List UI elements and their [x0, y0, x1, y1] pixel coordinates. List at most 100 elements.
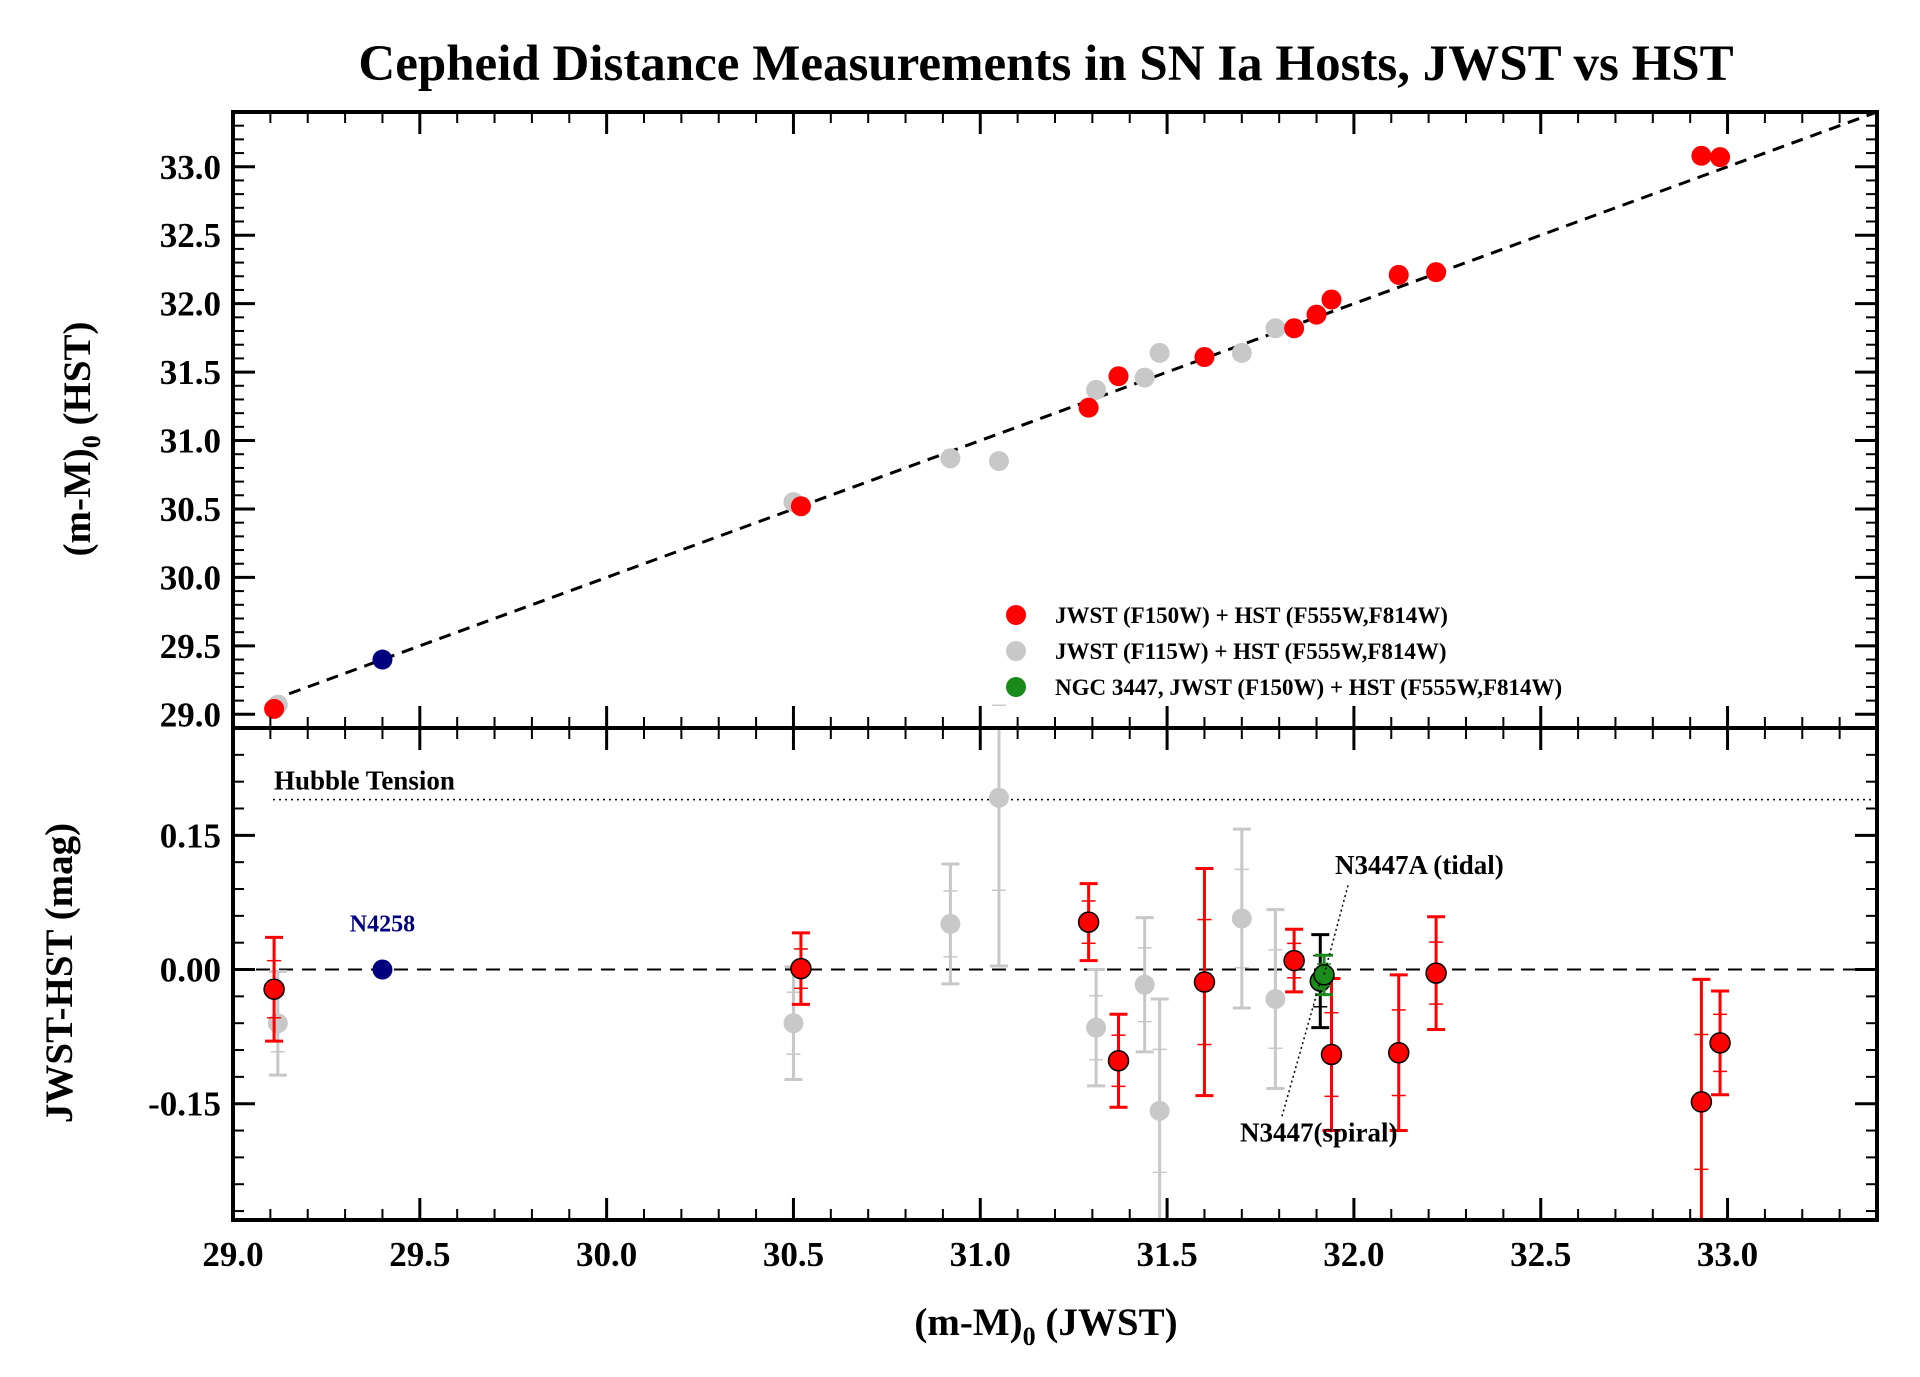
top-point-series3-0: [372, 649, 393, 670]
top-point-series0-10: [1691, 145, 1712, 166]
top-point-series0-5: [1284, 318, 1305, 339]
legend-label-1: JWST (F115W) + HST (F555W,F814W): [1055, 639, 1447, 664]
bottom-xtick-label-2: 30.0: [576, 1235, 637, 1274]
annotations-group: N4258 N3447A (tidal) N3447(spiral): [350, 850, 1504, 1147]
bottom-xtick-label-6: 32.0: [1323, 1235, 1384, 1274]
annotation-n3447-spiral: N3447(spiral): [1240, 1117, 1398, 1147]
bottom-point-series0-9: [1690, 1091, 1713, 1113]
top-point-series0-1: [790, 496, 811, 517]
bottom-ytick-label-2: 0.15: [160, 816, 221, 855]
top-point-series0-9: [1426, 262, 1447, 283]
bottom-y-axis-label: JWST-HST (mag): [38, 823, 81, 1123]
bottom-point-series1-1: [783, 1013, 804, 1034]
top-y-axis-label-sub: 0: [77, 435, 106, 448]
bottom-point-series1-3: [988, 787, 1009, 808]
top-panel-frame: [231, 110, 1879, 730]
bottom-xtick-label-3: 30.5: [763, 1235, 824, 1274]
bottom-point-series0-4: [1193, 971, 1216, 993]
top-points-group: [264, 145, 1731, 719]
leader-spiral: [1281, 980, 1322, 1117]
top-ytick-label-6: 32.0: [160, 285, 221, 324]
leader-tidal: [1323, 885, 1349, 976]
bottom-ticks-group: -0.15 0.00 0.15 29.0 29.5 30.0 30.5 31.0 31.5 32.…: [148, 727, 1877, 1274]
x-axis-label-sub: 0: [1023, 1322, 1036, 1351]
top-y-axis-label-main: (m-M): [56, 448, 99, 556]
top-point-series1-6: [1149, 342, 1170, 363]
bottom-xtick-label-8: 33.0: [1697, 1235, 1758, 1274]
top-ytick-label-2: 30.0: [160, 558, 221, 597]
bottom-point-series2-1: [1313, 964, 1335, 986]
top-point-series1-5: [1134, 367, 1155, 388]
bottom-point-series1-5: [1134, 974, 1155, 995]
top-point-series0-6: [1306, 304, 1327, 325]
bottom-xtick-label-1: 29.5: [389, 1235, 450, 1274]
top-ytick-label-0: 29.0: [160, 695, 221, 734]
top-ytick-label-5: 31.5: [160, 353, 221, 392]
top-ref-line-group: [269, 110, 1878, 703]
top-ticks-group: 29.0 29.5 30.0 30.5 31.0 31.5 32.0 32.5 33.0: [160, 112, 1877, 734]
bottom-ytick-label-1: 0.00: [160, 951, 221, 990]
bottom-point-series0-8: [1425, 962, 1447, 984]
bottom-point-series1-0: [267, 1013, 288, 1034]
top-point-series1-8: [1265, 318, 1286, 339]
bottom-point-series1-4: [1086, 1017, 1107, 1038]
bottom-point-series0-2: [1077, 911, 1100, 933]
top-ytick-label-7: 32.5: [160, 216, 221, 255]
bottom-points-group: [263, 704, 1731, 1220]
bottom-point-series3-0: [372, 959, 393, 980]
bottom-point-series1-8: [1265, 989, 1286, 1010]
bottom-point-series1-6: [1149, 1100, 1170, 1121]
top-one-to-one-line: [269, 110, 1878, 703]
bottom-point-series0-0: [263, 978, 285, 1000]
bottom-point-series1-2: [940, 913, 961, 934]
bottom-point-series0-1: [790, 957, 812, 980]
top-point-series0-0: [264, 698, 285, 719]
bottom-point-series0-3: [1107, 1050, 1130, 1072]
annotation-n3447a-tidal: N3447A (tidal): [1335, 850, 1504, 880]
bottom-xtick-label-4: 31.0: [950, 1235, 1011, 1274]
top-point-series1-2: [940, 448, 961, 469]
bottom-point-series0-5: [1283, 949, 1305, 972]
bottom-point-series0-6: [1320, 1043, 1343, 1066]
bottom-ytick-label-0: -0.15: [148, 1085, 221, 1124]
top-ytick-label-1: 29.5: [160, 627, 221, 666]
bottom-point-series1-7: [1231, 908, 1252, 929]
annotation-n4258: N4258: [350, 912, 415, 938]
x-axis-label-tail: (JWST): [1036, 1301, 1178, 1344]
bottom-panel: Hubble Tension -0.15 0.00 0.15 29.0 29.5 30.0…: [38, 704, 1877, 1274]
bottom-panel-frame: [231, 726, 1879, 1222]
frames-group: [231, 110, 1879, 1222]
legend: JWST (F150W) + HST (F555W,F814W) JWST (F1…: [1006, 603, 1562, 700]
legend-label-0: JWST (F150W) + HST (F555W,F814W): [1055, 603, 1448, 628]
top-ytick-label-3: 30.5: [160, 490, 221, 529]
top-ytick-label-8: 33.0: [160, 148, 221, 187]
legend-marker-2: [1006, 677, 1026, 697]
x-axis-label: (m-M)0 (JWST): [914, 1301, 1177, 1351]
top-point-series0-8: [1388, 264, 1409, 285]
top-point-series1-4: [1086, 379, 1107, 400]
top-y-axis-label-tail: (HST): [56, 321, 99, 435]
bottom-xtick-label-0: 29.0: [202, 1235, 263, 1274]
top-ytick-label-4: 31.0: [160, 422, 221, 461]
top-point-series0-3: [1108, 366, 1129, 387]
bottom-xtick-label-7: 32.5: [1510, 1235, 1571, 1274]
top-y-axis-label: (m-M)0 (HST): [56, 321, 106, 556]
top-point-series0-7: [1321, 289, 1342, 310]
top-point-series0-4: [1194, 347, 1215, 368]
top-point-series1-7: [1231, 342, 1252, 363]
x-axis-label-main: (m-M): [914, 1301, 1022, 1344]
hubble-tension-label: Hubble Tension: [274, 766, 455, 796]
bottom-point-series0-7: [1387, 1041, 1410, 1064]
top-point-series0-2: [1078, 397, 1099, 418]
bottom-point-series0-10: [1709, 1032, 1731, 1054]
top-panel: 29.0 29.5 30.0 30.5 31.0 31.5 32.0 32.5 33.0 JWS…: [56, 110, 1878, 734]
legend-marker-1: [1006, 641, 1026, 661]
chart-title: Cepheid Distance Measurements in SN Ia H…: [358, 36, 1733, 92]
legend-label-2: NGC 3447, JWST (F150W) + HST (F555W,F814…: [1055, 675, 1562, 700]
top-point-series1-3: [988, 451, 1009, 472]
bottom-xtick-label-5: 31.5: [1136, 1235, 1197, 1274]
legend-marker-0: [1006, 605, 1026, 625]
bottom-ref-lines-group: Hubble Tension: [233, 766, 1877, 971]
top-point-series0-11: [1710, 147, 1731, 168]
